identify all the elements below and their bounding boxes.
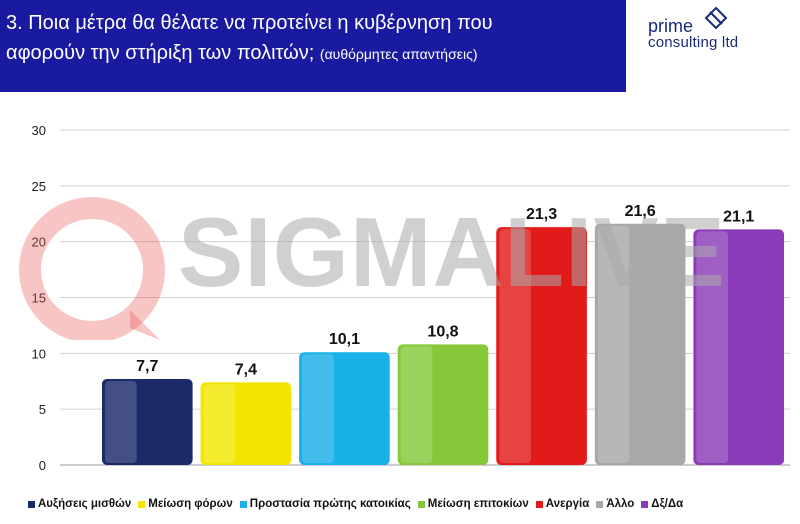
bar (397, 344, 489, 465)
title-banner: 3. Ποια μέτρα θα θέλατε να προτείνει η κ… (0, 0, 626, 92)
legend-label: Αυξήσεις μισθών (38, 498, 132, 510)
legend-item: Προστασία πρώτης κατοικίας (239, 498, 411, 510)
legend-item: Μείωση φόρων (138, 498, 233, 510)
bar-highlight (400, 346, 433, 463)
bar-value-label: 7,7 (136, 358, 158, 375)
chart-title-main: αφορούν την στήριξη των πολιτών; (6, 42, 315, 64)
logo-consulting-text: consulting ltd (648, 34, 739, 51)
legend-item: Δξ/Δα (641, 498, 683, 510)
legend-swatch (641, 500, 649, 508)
legend-item: Άλλο (596, 498, 634, 510)
bar (200, 382, 292, 465)
bar-value-label: 7,4 (235, 361, 257, 378)
bar (693, 229, 785, 465)
legend-label: Δξ/Δα (651, 498, 684, 510)
legend-swatch (596, 500, 604, 508)
y-tick-label: 25 (32, 179, 46, 194)
legend-item: Αυξήσεις μισθών (28, 498, 131, 510)
legend-label: Μείωση φόρων (148, 498, 233, 510)
chart-title-subtitle: (αυθόρμητες απαντήσεις) (319, 46, 478, 62)
logo-prime-text: prime (648, 16, 694, 36)
chart-title-line1: 3. Ποια μέτρα θα θέλατε να προτείνει η κ… (6, 12, 493, 34)
bar-value-label: 10,8 (427, 323, 458, 340)
bar-value-label: 21,6 (625, 203, 656, 220)
y-tick-label: 5 (39, 402, 46, 417)
bar-highlight (203, 384, 236, 463)
bar-highlight (696, 231, 729, 463)
legend-item: Μείωση επιτοκίων (417, 498, 529, 510)
y-tick-label: 0 (39, 458, 46, 473)
legend-swatch (28, 500, 35, 508)
bar (496, 227, 587, 465)
bar-highlight (499, 229, 531, 463)
prime-diamond-icon (704, 6, 728, 30)
bar (594, 223, 686, 465)
legend-swatch (239, 500, 247, 508)
bar-highlight (597, 225, 630, 463)
bar (101, 379, 193, 465)
legend-swatch (138, 500, 146, 508)
bar (299, 352, 390, 465)
chart-title-line2: αφορούν την στήριξη των πολιτών; (αυθόρμ… (6, 42, 477, 65)
legend-swatch (535, 500, 543, 508)
y-tick-label: 20 (32, 235, 46, 250)
legend-item: Ανεργία (535, 498, 590, 510)
bar-highlight (302, 354, 334, 463)
bar-chart: 0 5 10 15 20 25 30 7,7 7,4 10,1 10,8 21,3 21,6 21,1 (32, 123, 790, 473)
y-tick-label: 30 (32, 123, 46, 138)
legend-label: Άλλο (606, 498, 635, 510)
bar-value-label: 10,1 (329, 331, 360, 348)
legend-label: Μείωση επιτοκίων (427, 498, 529, 510)
legend-swatch (417, 500, 425, 508)
bar-highlight (104, 381, 137, 463)
legend-label: Προστασία πρώτης κατοικίας (249, 498, 411, 510)
chart-legend: Αυξήσεις μισθών Μείωση φόρων Προστασία πρώ… (28, 494, 690, 514)
bar-value-label: 21,3 (526, 206, 557, 223)
bar-value-label: 21,1 (723, 208, 754, 225)
y-tick-label: 15 (32, 291, 46, 306)
legend-label: Ανεργία (545, 498, 590, 510)
y-tick-label: 10 (32, 346, 46, 361)
sigmalive-watermark-text: SIGMALIVE (178, 197, 727, 307)
prime-consulting-logo: prime consulting ltd (640, 6, 790, 66)
